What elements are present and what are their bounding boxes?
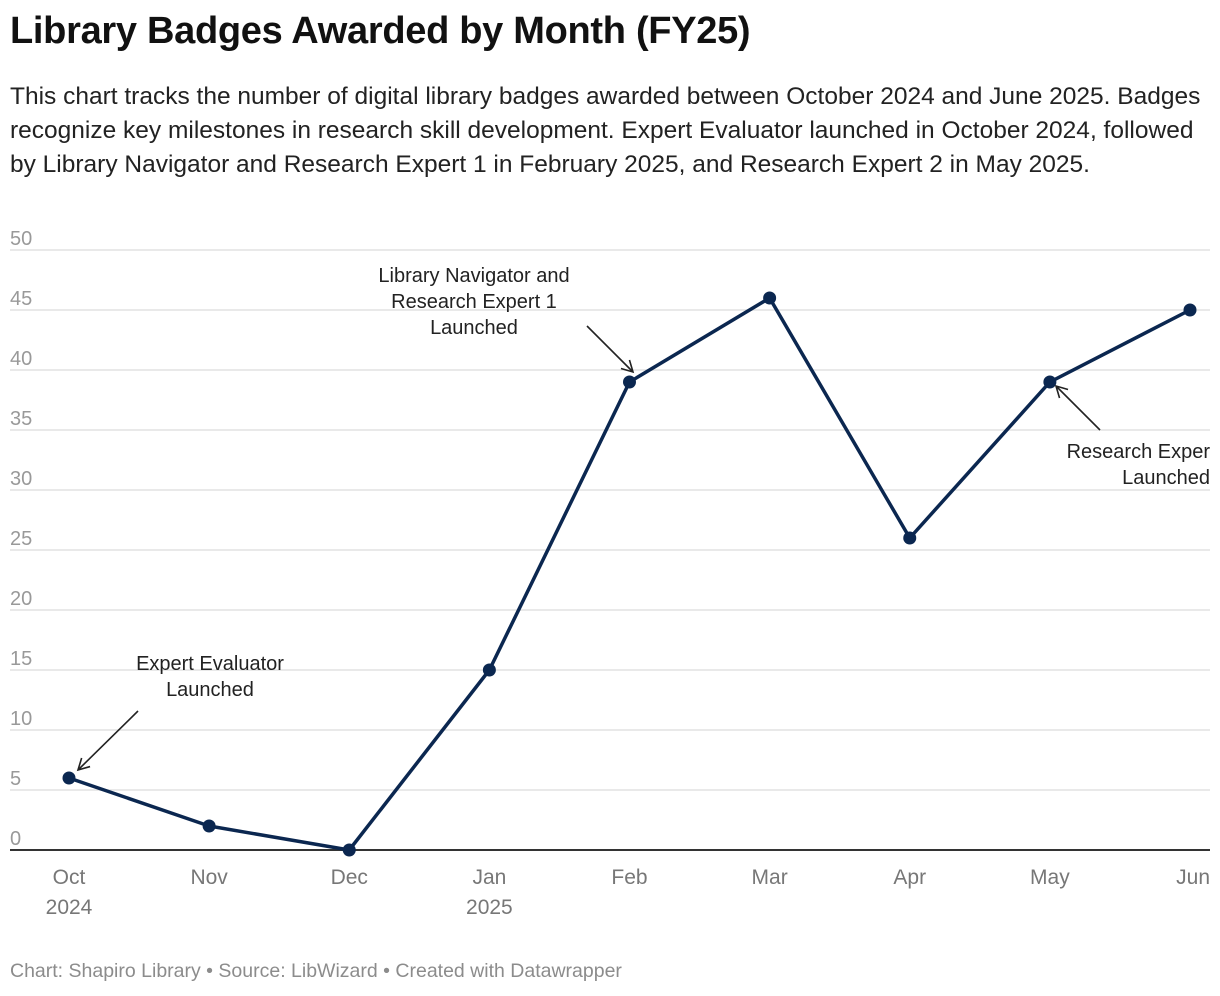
y-tick-label: 0 xyxy=(10,828,21,850)
chart-footer: Chart: Shapiro Library • Source: LibWiza… xyxy=(10,960,622,982)
y-tick-label: 30 xyxy=(10,468,32,490)
y-tick-label: 10 xyxy=(10,708,32,730)
y-tick-label: 45 xyxy=(10,288,32,310)
annotation-arrow xyxy=(586,325,635,374)
x-tick-label: Oct xyxy=(53,866,86,889)
annotation-label: Expert Evaluator xyxy=(136,653,284,675)
chart-title: Library Badges Awarded by Month (FY25) xyxy=(10,10,751,52)
x-tick-label: Dec xyxy=(331,866,368,889)
x-tick-label: May xyxy=(1030,866,1070,889)
data-point xyxy=(62,771,76,785)
data-point xyxy=(903,531,917,545)
y-tick-label: 20 xyxy=(10,588,32,610)
annotation-label: Launched xyxy=(1122,467,1210,489)
chart-subtitle: This chart tracks the number of digital … xyxy=(10,83,1201,178)
x-tick-label: Jun xyxy=(1176,866,1210,889)
data-point xyxy=(623,375,636,389)
x-tick-label: Feb xyxy=(611,866,647,889)
data-point xyxy=(763,291,777,305)
data-point xyxy=(482,663,496,677)
x-tick-sublabel: 2025 xyxy=(466,896,513,919)
x-tick-sublabel: 2024 xyxy=(46,896,93,919)
y-tick-label: 5 xyxy=(10,768,21,790)
data-point xyxy=(1043,375,1057,389)
annotation-label: Library Navigator and xyxy=(378,265,569,287)
y-tick-label: 50 xyxy=(10,228,32,250)
annotation-label: Research Exper xyxy=(1067,441,1211,463)
data-point xyxy=(1183,303,1197,317)
grid-layer xyxy=(10,249,1210,791)
y-tick-label: 25 xyxy=(10,528,32,550)
annotation-label: Research Expert 1 xyxy=(391,291,557,313)
x-tick-label: Mar xyxy=(752,866,788,889)
y-tick-label: 35 xyxy=(10,408,32,430)
annotation-layer: Expert Evaluator Launched Library Navigato… xyxy=(76,265,1211,772)
annotation-label: Launched xyxy=(430,317,518,339)
annotation-arrow xyxy=(1054,384,1101,431)
x-tick-label: Nov xyxy=(190,866,228,889)
x-tick-label: Jan xyxy=(472,866,506,889)
annotation-arrow xyxy=(76,710,139,772)
y-tick-label: 15 xyxy=(10,648,32,670)
point-layer xyxy=(62,291,1197,857)
annotation-label: Launched xyxy=(166,679,254,701)
y-tick-label: 40 xyxy=(10,348,32,370)
data-point xyxy=(202,819,216,833)
data-point xyxy=(342,843,356,857)
x-tick-label: Apr xyxy=(893,866,926,889)
